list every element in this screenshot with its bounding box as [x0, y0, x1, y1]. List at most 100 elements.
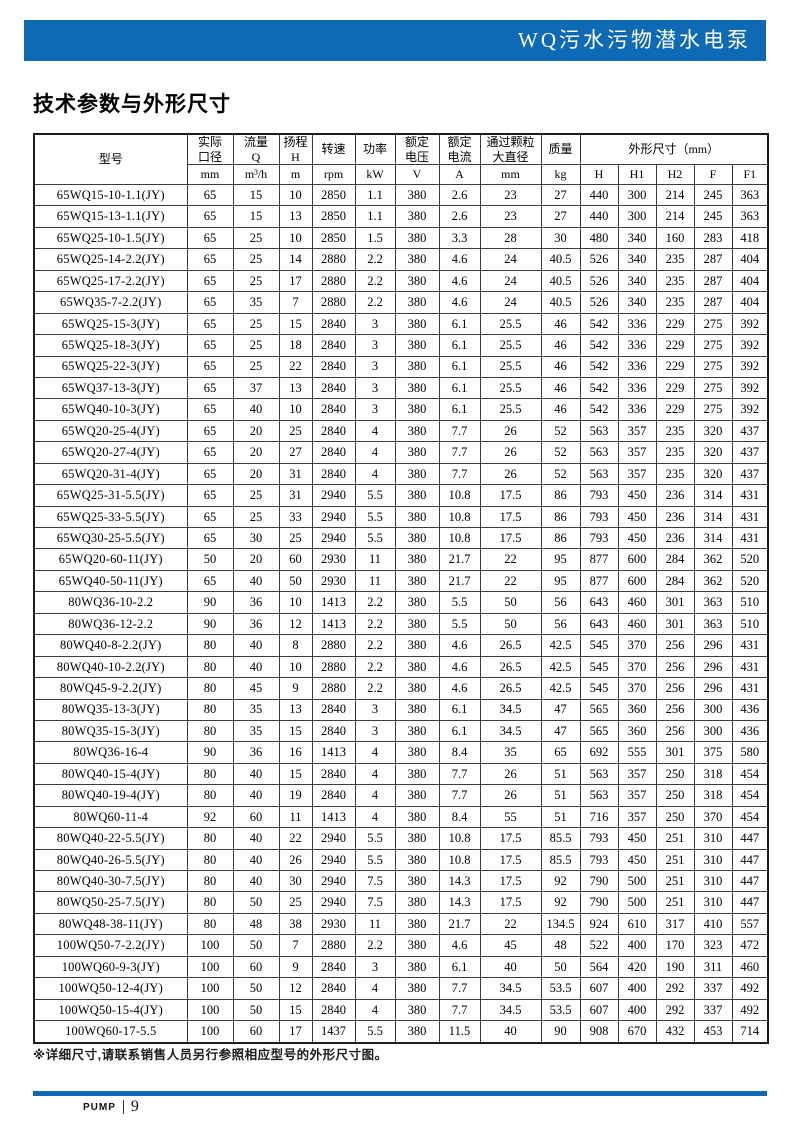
table-row: 65WQ25-22-3(JY) 65 25 22 2840 3 380 6.1 25.5 46 54… — [33, 355, 769, 378]
value-cell: 22 — [479, 912, 542, 936]
value-cell: 337 — [693, 998, 733, 1022]
value-cell: 450 — [617, 505, 657, 529]
value-cell: 2850 — [311, 205, 356, 228]
value-cell: 607 — [579, 977, 619, 1000]
value-cell: 1.1 — [354, 205, 396, 228]
value-cell: 80 — [186, 869, 234, 893]
value-cell: 48 — [540, 934, 581, 957]
value-cell: 296 — [693, 655, 733, 679]
value-cell: 9 — [278, 677, 313, 700]
value-cell: 392 — [731, 355, 769, 378]
value-cell: 190 — [655, 955, 695, 979]
value-cell: 50 — [232, 977, 280, 1000]
value-cell: 13 — [278, 205, 313, 228]
value-cell: 310 — [693, 848, 733, 872]
table-row: 65WQ20-60-11(JY) 50 20 60 2930 11 380 21.7 22 95 8… — [33, 548, 769, 571]
value-cell: 134.5 — [540, 912, 581, 936]
value-cell: 25 — [232, 334, 280, 357]
table-row: 100WQ60-9-3(JY) 100 60 9 2840 3 380 6.1 40 50 564 4… — [33, 955, 769, 979]
value-cell: 80 — [186, 677, 234, 700]
value-cell: 563 — [579, 784, 619, 807]
value-cell: 35 — [232, 698, 280, 721]
value-cell: 793 — [579, 526, 619, 550]
footer-page-number: 9 — [130, 1098, 139, 1115]
value-cell: 256 — [655, 677, 695, 700]
value-cell: 5.5 — [438, 591, 481, 614]
value-cell: 2880 — [311, 677, 356, 700]
value-cell: 6.1 — [438, 355, 481, 378]
value-cell: 14.3 — [438, 869, 481, 893]
value-cell: 380 — [394, 526, 440, 550]
value-cell: 235 — [655, 248, 695, 271]
value-cell: 2840 — [311, 312, 356, 336]
value-cell: 229 — [655, 355, 695, 378]
value-cell: 450 — [617, 827, 657, 850]
value-cell: 410 — [693, 912, 733, 936]
value-cell: 95 — [540, 548, 581, 571]
value-cell: 460 — [617, 612, 657, 636]
value-cell: 214 — [655, 205, 695, 228]
value-cell: 2940 — [311, 891, 356, 914]
model-cell: 100WQ60-17-5.5 — [33, 1020, 188, 1043]
value-cell: 25 — [278, 419, 313, 443]
value-cell: 370 — [693, 805, 733, 829]
value-cell: 301 — [655, 612, 695, 636]
value-cell: 404 — [731, 248, 769, 271]
model-cell: 80WQ40-19-4(JY) — [33, 784, 188, 807]
dim-subcol-F: F — [693, 164, 733, 185]
value-cell: 380 — [394, 805, 440, 829]
value-cell: 380 — [394, 762, 440, 786]
value-cell: 80 — [186, 912, 234, 936]
value-cell: 380 — [394, 355, 440, 378]
value-cell: 526 — [579, 269, 619, 293]
value-cell: 25 — [232, 484, 280, 507]
value-cell: 380 — [394, 784, 440, 807]
table-row: 100WQ50-12-4(JY) 100 50 12 2840 4 380 7.7 34.5 53… — [33, 977, 769, 1000]
value-cell: 60 — [278, 548, 313, 571]
value-cell: 790 — [579, 891, 619, 914]
value-cell: 392 — [731, 398, 769, 421]
value-cell: 292 — [655, 977, 695, 1000]
value-cell: 555 — [617, 741, 657, 764]
value-cell: 10 — [278, 398, 313, 421]
value-cell: 275 — [693, 398, 733, 421]
value-cell: 692 — [579, 741, 619, 764]
value-cell: 3 — [354, 698, 396, 721]
value-cell: 42.5 — [540, 634, 581, 657]
value-cell: 5.5 — [354, 484, 396, 507]
value-cell: 460 — [617, 591, 657, 614]
value-cell: 1437 — [311, 1020, 356, 1043]
dim-subcol-H2: H2 — [655, 164, 695, 185]
value-cell: 314 — [693, 505, 733, 529]
value-cell: 440 — [579, 205, 619, 228]
value-cell: 4 — [354, 419, 396, 443]
value-cell: 236 — [655, 484, 695, 507]
unit-particle: mm — [479, 164, 542, 185]
value-cell: 46 — [540, 312, 581, 336]
value-cell: 21.7 — [438, 569, 481, 593]
table-row: 65WQ40-50-11(JY) 65 40 50 2930 11 380 21.7 22 95 8… — [33, 569, 769, 593]
value-cell: 2930 — [311, 548, 356, 571]
value-cell: 235 — [655, 462, 695, 486]
value-cell: 60 — [232, 805, 280, 829]
table-row: 80WQ45-9-2.2(JY) 80 45 9 2880 2.2 380 4.6 26.5 42… — [33, 677, 769, 700]
value-cell: 4.6 — [438, 934, 481, 957]
value-cell: 80 — [186, 784, 234, 807]
unit-power: kW — [354, 164, 396, 185]
value-cell: 15 — [278, 998, 313, 1022]
value-cell: 793 — [579, 484, 619, 507]
value-cell: 400 — [617, 934, 657, 957]
value-cell: 26 — [479, 419, 542, 443]
value-cell: 31 — [278, 484, 313, 507]
value-cell: 275 — [693, 334, 733, 357]
value-cell: 380 — [394, 677, 440, 700]
value-cell: 877 — [579, 548, 619, 571]
dim-subcol-F1: F1 — [731, 164, 769, 185]
value-cell: 25 — [232, 505, 280, 529]
value-cell: 317 — [655, 912, 695, 936]
value-cell: 85.5 — [540, 827, 581, 850]
value-cell: 256 — [655, 655, 695, 679]
value-cell: 314 — [693, 484, 733, 507]
value-cell: 40.5 — [540, 248, 581, 271]
value-cell: 28 — [479, 226, 542, 250]
